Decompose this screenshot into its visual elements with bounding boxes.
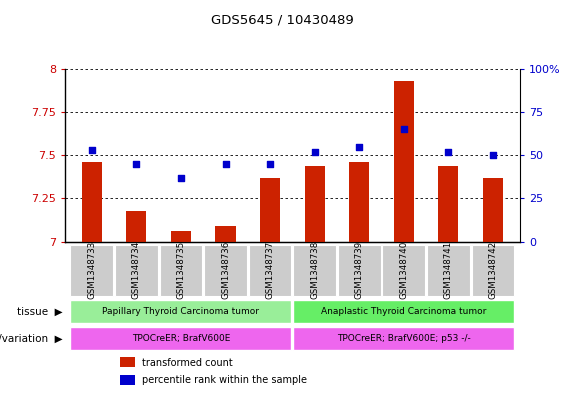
- Text: GSM1348735: GSM1348735: [176, 241, 185, 299]
- FancyBboxPatch shape: [159, 245, 202, 296]
- Text: GDS5645 / 10430489: GDS5645 / 10430489: [211, 14, 354, 27]
- FancyBboxPatch shape: [115, 245, 158, 296]
- FancyBboxPatch shape: [427, 245, 470, 296]
- Point: [221, 161, 230, 167]
- FancyBboxPatch shape: [70, 327, 292, 351]
- Text: tissue  ▶: tissue ▶: [16, 307, 62, 316]
- Text: GSM1348733: GSM1348733: [87, 241, 96, 299]
- Point: [355, 143, 364, 150]
- Text: GSM1348741: GSM1348741: [444, 241, 453, 299]
- Bar: [483, 178, 503, 242]
- FancyBboxPatch shape: [293, 245, 336, 296]
- FancyBboxPatch shape: [383, 245, 425, 296]
- FancyBboxPatch shape: [70, 300, 292, 323]
- Text: genotype/variation  ▶: genotype/variation ▶: [0, 334, 62, 344]
- Text: GSM1348736: GSM1348736: [221, 241, 230, 299]
- FancyBboxPatch shape: [472, 245, 515, 296]
- Bar: [260, 178, 280, 242]
- FancyBboxPatch shape: [70, 245, 113, 296]
- FancyBboxPatch shape: [249, 245, 292, 296]
- Text: Papillary Thyroid Carcinoma tumor: Papillary Thyroid Carcinoma tumor: [102, 307, 259, 316]
- FancyBboxPatch shape: [204, 245, 247, 296]
- Point: [399, 126, 408, 132]
- Bar: [215, 226, 236, 242]
- Bar: [82, 162, 102, 242]
- Text: GSM1348742: GSM1348742: [489, 241, 498, 299]
- Text: Anaplastic Thyroid Carcinoma tumor: Anaplastic Thyroid Carcinoma tumor: [321, 307, 486, 316]
- Point: [132, 161, 141, 167]
- Bar: [127, 211, 146, 242]
- FancyBboxPatch shape: [293, 300, 515, 323]
- Text: GSM1348734: GSM1348734: [132, 241, 141, 299]
- Text: GSM1348740: GSM1348740: [399, 241, 408, 299]
- Bar: [349, 162, 370, 242]
- Text: transformed count: transformed count: [142, 358, 233, 367]
- Point: [87, 147, 96, 153]
- Text: GSM1348739: GSM1348739: [355, 241, 364, 299]
- Bar: [438, 165, 458, 242]
- Point: [444, 149, 453, 155]
- Point: [310, 149, 319, 155]
- FancyBboxPatch shape: [293, 327, 515, 351]
- Text: percentile rank within the sample: percentile rank within the sample: [142, 375, 307, 385]
- Bar: [120, 357, 136, 367]
- Bar: [305, 165, 325, 242]
- Point: [176, 174, 185, 181]
- Text: GSM1348738: GSM1348738: [310, 241, 319, 299]
- Bar: [171, 231, 191, 242]
- Bar: [394, 81, 414, 242]
- Text: TPOCreER; BrafV600E: TPOCreER; BrafV600E: [132, 334, 230, 343]
- Point: [266, 161, 275, 167]
- Text: GSM1348737: GSM1348737: [266, 241, 275, 299]
- Text: TPOCreER; BrafV600E; p53 -/-: TPOCreER; BrafV600E; p53 -/-: [337, 334, 471, 343]
- Bar: [120, 375, 136, 385]
- Point: [489, 152, 498, 158]
- FancyBboxPatch shape: [338, 245, 381, 296]
